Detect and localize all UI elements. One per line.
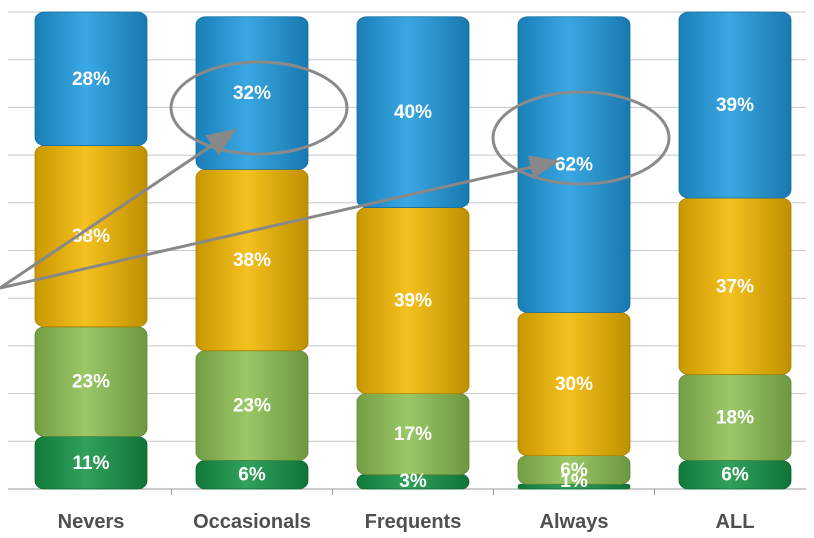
- highlight-ellipse-occasionals: [169, 60, 349, 156]
- bar-segment-nevers-3: [34, 11, 148, 146]
- arrow-to-always: [0, 155, 560, 290]
- data-label-nevers-0: 11%: [73, 453, 110, 474]
- data-label-frequents-0: 3%: [399, 471, 427, 492]
- data-label-all-2: 37%: [716, 276, 754, 297]
- data-label-nevers-3: 28%: [72, 69, 110, 90]
- x-tick-label-always: Always: [540, 511, 609, 533]
- x-tick-label-occasionals: Occasionals: [193, 511, 311, 533]
- annotations: [0, 60, 671, 290]
- data-label-occasionals-2: 38%: [233, 250, 271, 271]
- arrow-to-occasionals: [0, 128, 237, 290]
- x-axis: Nevers Occasionals Frequents Always ALL: [58, 489, 755, 533]
- data-label-always-3: 62%: [555, 155, 593, 176]
- data-label-all-1: 18%: [716, 407, 754, 428]
- data-label-always-1: 6%: [560, 460, 588, 481]
- data-label-occasionals-0: 6%: [238, 465, 266, 486]
- data-label-always-0: 1%: [560, 471, 588, 492]
- data-label-occasionals-3: 32%: [233, 83, 271, 104]
- data-label-all-3: 39%: [716, 95, 754, 116]
- bar-segment-all-3: [678, 11, 792, 199]
- data-label-frequents-2: 39%: [394, 291, 432, 312]
- data-label-nevers-1: 23%: [72, 372, 110, 393]
- data-label-always-2: 30%: [555, 374, 593, 395]
- data-label-frequents-3: 40%: [394, 102, 432, 123]
- data-label-occasionals-1: 23%: [233, 396, 271, 417]
- data-label-frequents-1: 17%: [394, 424, 432, 445]
- x-tick-label-nevers: Nevers: [58, 511, 125, 533]
- bar-segment-frequents-3: [356, 16, 470, 208]
- highlight-ellipse-always: [491, 90, 671, 186]
- x-tick-label-frequents: Frequents: [365, 511, 462, 533]
- bar-segment-always-3: [517, 16, 631, 313]
- data-labels: 11%23%38%28%6%23%38%32%3%17%39%40%1%6%30…: [72, 69, 754, 492]
- data-label-all-0: 6%: [721, 465, 749, 486]
- x-tick-label-all: ALL: [716, 511, 755, 533]
- bars: [34, 11, 792, 490]
